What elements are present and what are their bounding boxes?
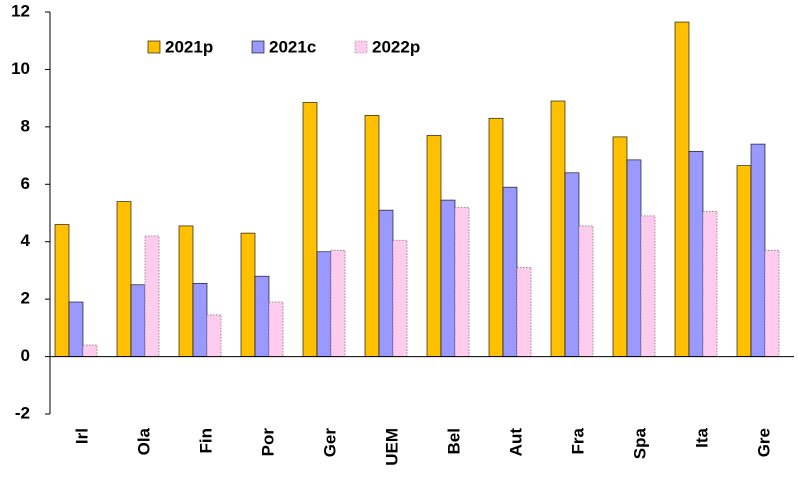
y-tick-label: 12 xyxy=(11,1,30,20)
bar xyxy=(130,284,146,357)
x-tick-label: Ita xyxy=(692,427,711,447)
x-tick-label: Gre xyxy=(754,428,773,457)
legend-label: 2021c xyxy=(269,37,316,56)
legend-label: 2022p xyxy=(372,37,420,56)
bar xyxy=(736,165,752,357)
y-tick-label: 8 xyxy=(21,116,30,135)
bar xyxy=(144,235,160,357)
bar xyxy=(550,100,566,357)
bar xyxy=(626,159,642,357)
x-tick-label: Aut xyxy=(506,428,525,457)
x-tick-label: Fin xyxy=(196,428,215,454)
bar xyxy=(192,283,208,357)
x-tick-label: Bel xyxy=(444,428,463,454)
bar xyxy=(302,102,318,357)
bar xyxy=(392,239,408,357)
bar xyxy=(674,21,690,357)
bar xyxy=(240,232,256,357)
bar xyxy=(178,225,194,357)
bar xyxy=(378,209,394,357)
bar xyxy=(488,117,504,357)
bar xyxy=(316,251,332,357)
bar xyxy=(612,136,628,357)
y-tick-label: 6 xyxy=(21,174,30,193)
bar xyxy=(68,301,84,357)
bar xyxy=(364,115,380,357)
x-tick-label: UEM xyxy=(382,428,401,466)
bar xyxy=(82,344,98,357)
x-tick-label: Irl xyxy=(72,428,91,444)
bar xyxy=(764,249,780,357)
legend-swatch xyxy=(251,40,265,54)
x-tick-label: Ger xyxy=(320,428,339,458)
bar xyxy=(578,225,594,357)
bar xyxy=(564,172,580,357)
y-tick-label: 2 xyxy=(21,289,30,308)
y-tick-label: 4 xyxy=(21,231,31,250)
bar xyxy=(440,199,456,357)
x-tick-label: Ola xyxy=(134,427,153,455)
bar xyxy=(206,314,222,357)
y-tick-label: 0 xyxy=(21,346,30,365)
bar xyxy=(54,224,70,357)
x-tick-label: Spa xyxy=(630,427,649,459)
bar xyxy=(330,249,346,357)
bar xyxy=(254,275,270,357)
bar xyxy=(702,211,718,357)
y-tick-label: 10 xyxy=(11,59,30,78)
bar xyxy=(426,135,442,357)
bar xyxy=(688,150,704,357)
bar xyxy=(640,215,656,357)
bar xyxy=(116,201,132,357)
bar xyxy=(454,206,470,357)
bar xyxy=(502,186,518,357)
bar xyxy=(750,143,766,357)
legend-label: 2021p xyxy=(165,37,213,56)
legend-swatch xyxy=(147,40,161,54)
x-tick-label: Por xyxy=(258,428,277,457)
bar xyxy=(516,267,532,357)
x-tick-label: Fra xyxy=(568,427,587,454)
bar xyxy=(268,301,284,357)
legend-swatch xyxy=(354,40,368,54)
y-tick-label: -2 xyxy=(15,403,30,422)
